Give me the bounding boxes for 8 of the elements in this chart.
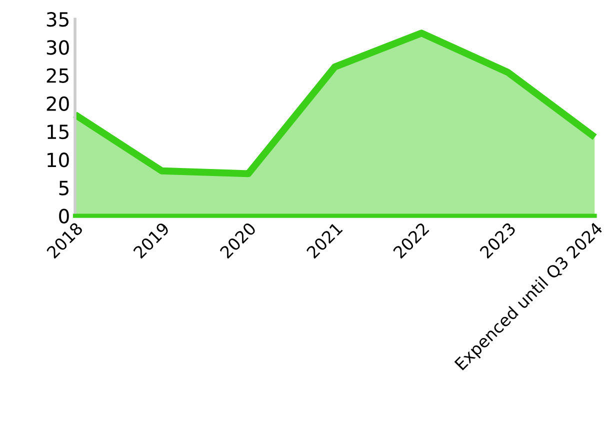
y-tick-label: 35 — [46, 12, 68, 27]
y-tick-label: 15 — [48, 124, 68, 140]
y-tick-label: 20 — [46, 96, 69, 112]
y-tick-label: 30 — [46, 40, 69, 55]
y-tick-label: 0 — [59, 208, 69, 224]
y-tick-label: 5 — [59, 180, 68, 196]
y-tick-label: 10 — [48, 152, 69, 168]
y-tick-label: 25 — [46, 68, 68, 83]
